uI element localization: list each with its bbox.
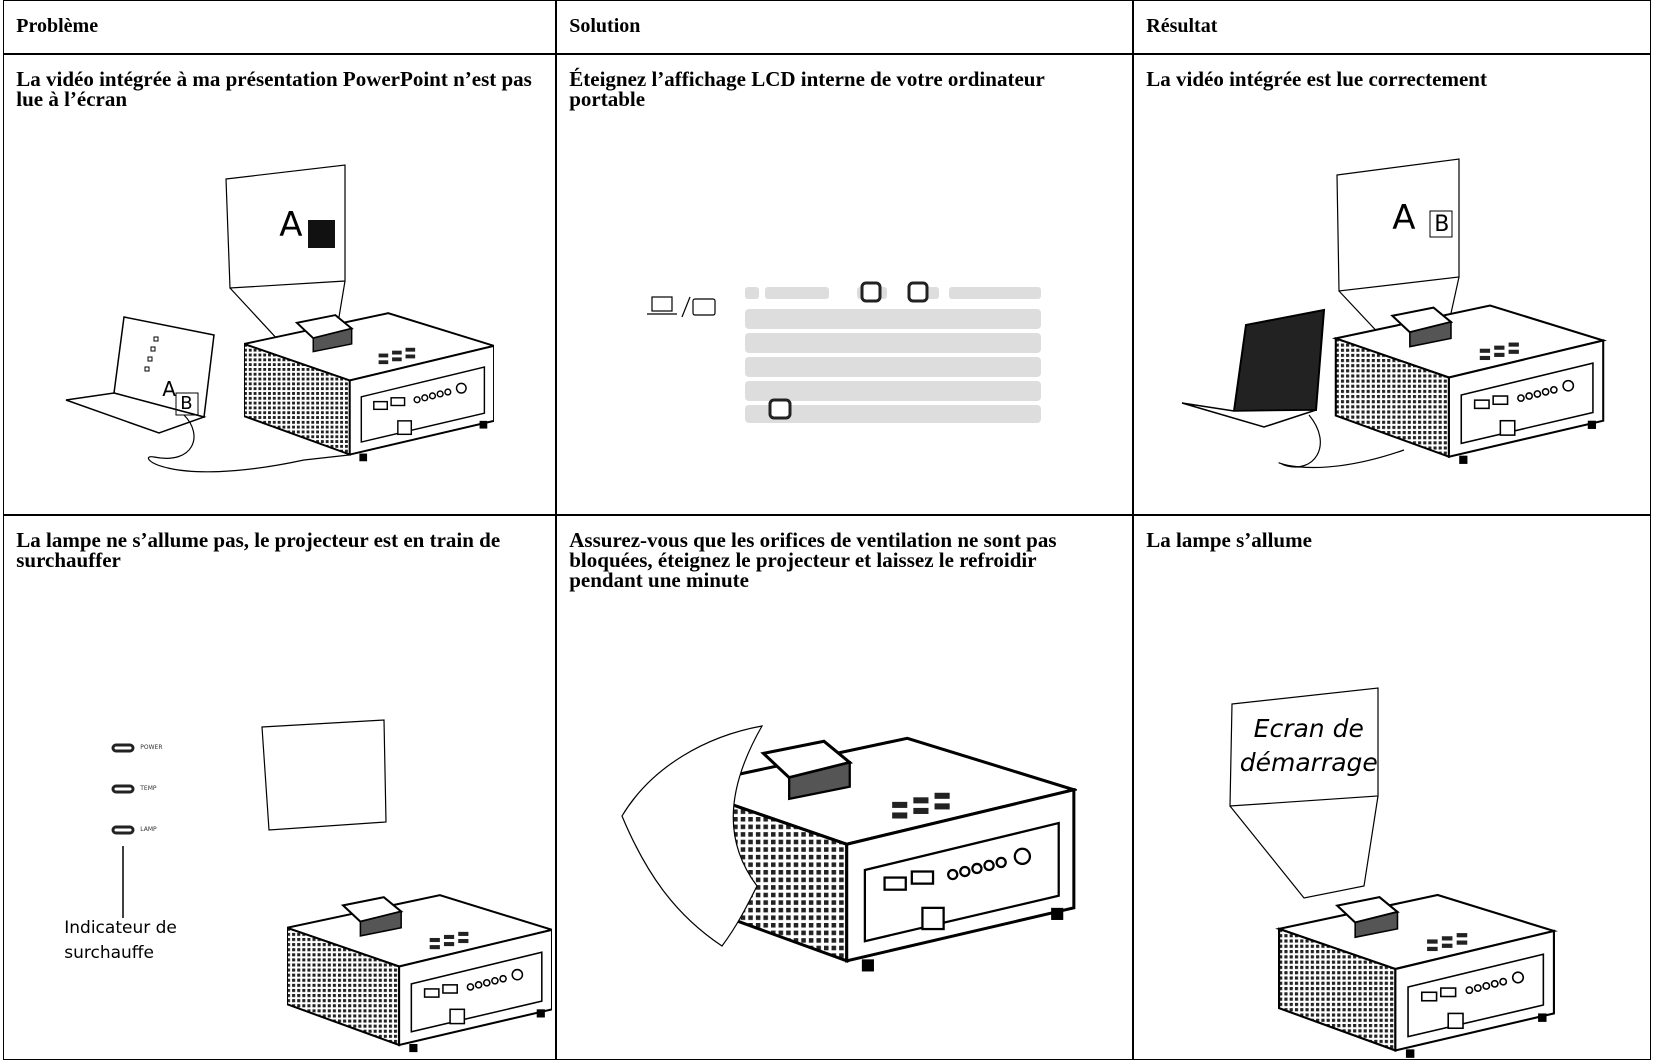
table-cell: A A B La vidéo intégrée à ma présentatio… — [3, 54, 557, 516]
figure-label: LAMP — [140, 826, 157, 834]
cell-text: Assurez-vous que les orifices de ventila… — [569, 528, 1057, 593]
table-cell: POWER TEMP LAMP Indicateur de surchauffe… — [3, 515, 557, 1061]
illustration — [1182, 158, 1605, 469]
cell-text: La vidéo intégrée est lue correctement — [1146, 67, 1487, 92]
figure-label: A — [162, 377, 176, 402]
cell-text: La lampe s’allume — [1146, 528, 1312, 553]
table-cell: A B La vidéo intégrée est lue correcteme… — [1133, 54, 1652, 516]
figure-label: Indicateur de surchauffe — [64, 918, 177, 964]
cell-text: La vidéo intégrée à ma présentation Powe… — [16, 67, 532, 112]
figure-label: B — [1434, 212, 1450, 238]
figure-label: A — [1392, 198, 1416, 239]
header-cell: Solution — [556, 0, 1134, 55]
figure-label: A — [279, 205, 303, 246]
table-cell: Assurez-vous que les orifices de ventila… — [556, 515, 1134, 1061]
table-cell: Éteignez l’affichage LCD interne de votr… — [556, 54, 1134, 516]
illustration — [111, 719, 553, 1054]
table-cell: Ecran de démarrage La lampe s’allume — [1133, 515, 1652, 1061]
illustration — [65, 164, 495, 473]
illustration — [621, 725, 1076, 974]
illustration — [647, 281, 1042, 424]
header-text: Solution — [569, 15, 641, 38]
figure-label: B — [180, 393, 193, 415]
header-cell: Problème — [3, 0, 557, 55]
figure-label: TEMP — [140, 785, 157, 793]
header-cell: Résultat — [1133, 0, 1652, 55]
figure-label: POWER — [140, 744, 163, 752]
header-text: Résultat — [1146, 15, 1218, 38]
header-text: Problème — [16, 15, 99, 38]
cell-text: Éteignez l’affichage LCD interne de votr… — [569, 67, 1045, 112]
cell-text: La lampe ne s’allume pas, le projecteur … — [16, 528, 501, 573]
illustration — [1229, 687, 1556, 1060]
figure-label: Ecran de démarrage — [1239, 714, 1378, 778]
